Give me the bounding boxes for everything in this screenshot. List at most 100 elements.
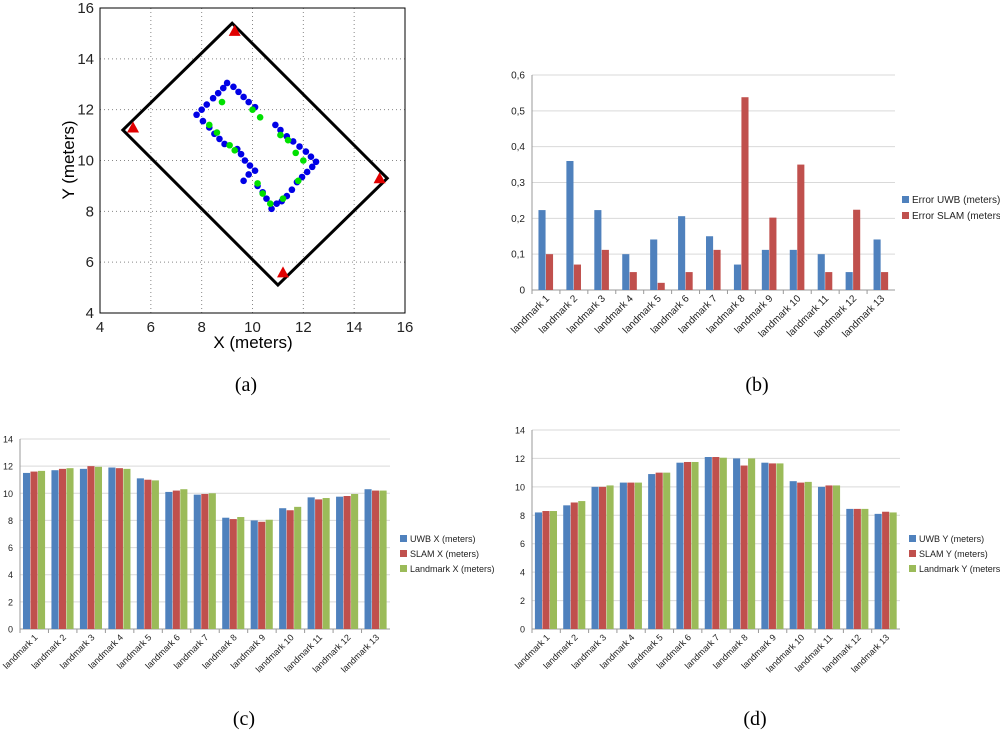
c-bar [279, 508, 287, 629]
c-bar [265, 519, 273, 629]
a-anchor-marker [127, 121, 140, 133]
d-bar [534, 512, 543, 629]
d-bar [789, 481, 797, 629]
b-bar [538, 210, 546, 290]
c-bar [79, 468, 88, 629]
d-bar [578, 501, 586, 629]
d-bar [619, 482, 627, 629]
a-boundary [120, 21, 390, 288]
b-ytick-label: 0,4 [511, 142, 525, 153]
a-path-point-blue [221, 140, 228, 148]
c-bar [322, 498, 330, 629]
a-path-point-blue [241, 157, 249, 164]
a-path-point-blue [273, 200, 280, 208]
a-path-point-blue [246, 162, 254, 169]
a-anchor-marker [373, 172, 386, 184]
d-bar [804, 481, 812, 629]
a-xtick-label: 10 [244, 319, 261, 336]
d-bar [570, 502, 578, 629]
b-bar [678, 216, 686, 290]
d-bar [606, 485, 614, 629]
d-legend-swatch [909, 565, 916, 572]
b-bar [650, 239, 658, 290]
a-path-point-green [213, 129, 221, 136]
b-bar [545, 254, 554, 290]
b-bar [853, 209, 861, 290]
d-ytick-label: 8 [520, 511, 525, 521]
c-bar [315, 499, 323, 629]
a-xlabel: X (meters) [213, 333, 292, 352]
d-legend-swatch [909, 550, 916, 557]
a-xtick-label: 6 [147, 319, 155, 336]
c-bar [115, 468, 123, 629]
d-bar [768, 463, 776, 629]
d-bar [563, 505, 571, 629]
b-bar [881, 272, 889, 290]
a-boundary-polygon [120, 21, 390, 288]
b-bar [622, 254, 630, 290]
c-bar [294, 506, 302, 629]
d-ytick-label: 14 [515, 426, 525, 436]
a-path-point-blue [240, 93, 247, 101]
c-legend-label: Landmark X (meters) [410, 564, 495, 574]
c-bar [351, 493, 359, 629]
d-bar [761, 462, 769, 629]
a-ytick-label: 16 [77, 0, 94, 17]
b-bar [741, 97, 749, 290]
a-gridlines [100, 8, 405, 313]
c-ytick-label: 8 [8, 516, 13, 526]
d-bar [825, 485, 833, 629]
b-bar [789, 249, 797, 290]
d-legend-swatch [909, 535, 916, 542]
a-path-point-blue [209, 94, 217, 102]
a-path-point-green [254, 180, 261, 187]
c-ytick-label: 14 [3, 435, 13, 445]
caption-d: (d) [743, 708, 766, 730]
a-plot-frame [99, 7, 406, 314]
d-legend-label: Landmark Y (meters) [919, 564, 1000, 574]
b-bar [629, 272, 637, 290]
a-path-point-green [284, 136, 292, 144]
a-tick-labels: 4 6 8 10 12 14 16 4 6 8 10 12 14 16 [77, 0, 413, 336]
a-path-point-blue [308, 163, 316, 171]
c-bar [51, 470, 59, 629]
c-bar [222, 517, 230, 629]
c-bar [22, 472, 31, 629]
c-legend-swatch [400, 535, 407, 542]
a-ylabel: Y (meters) [59, 120, 78, 199]
b-bar [817, 254, 825, 290]
b-bar [573, 264, 581, 290]
c-bar [123, 468, 131, 629]
c-bar [87, 466, 95, 629]
a-path-point-green [249, 106, 256, 113]
d-bar [719, 457, 727, 629]
b-legend-swatch [902, 212, 909, 219]
a-ytick-label: 12 [77, 102, 94, 119]
c-bar [201, 493, 209, 629]
c-bar [172, 490, 180, 629]
panel-a: 4 6 8 10 12 14 16 4 6 8 10 12 14 16 X (meters) Y (met… [59, 0, 413, 396]
b-ytick-label: 0,5 [511, 106, 525, 117]
c-bar [379, 490, 387, 629]
c-bar [151, 480, 159, 629]
a-path-point-green [259, 190, 266, 197]
a-xtick-label: 4 [96, 319, 104, 336]
c-bar [108, 467, 116, 629]
a-path-point-blue [245, 98, 252, 106]
a-path-point-blue [272, 121, 279, 129]
a-path-point-green [277, 131, 284, 139]
c-ytick-label: 12 [3, 462, 13, 472]
a-path-point-blue [312, 158, 320, 166]
a-path-point-blue [203, 101, 211, 108]
c-legend: UWB X (meters) SLAM X (meters) Landmark X … [400, 534, 495, 574]
a-path-point-blue [219, 84, 227, 92]
a-ytick-label: 4 [86, 305, 94, 322]
a-xtick-label: 14 [346, 319, 363, 336]
c-bar [237, 517, 245, 629]
a-path-point-green [231, 147, 239, 154]
a-path-point-blue [237, 150, 245, 158]
